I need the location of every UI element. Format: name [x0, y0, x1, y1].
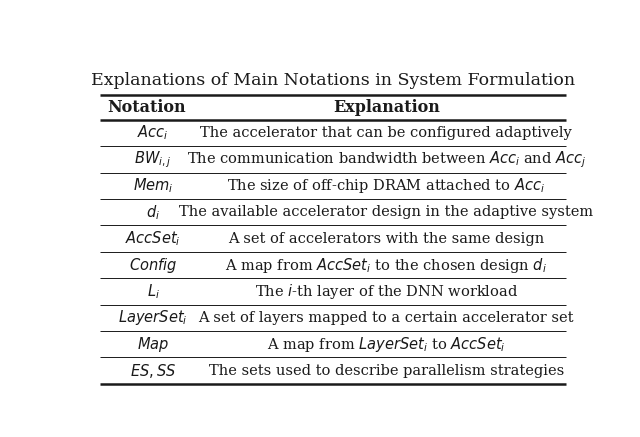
Text: A map from $\mathit{LayerSet}_i$ to $\mathit{AccSet}_i$: A map from $\mathit{LayerSet}_i$ to $\ma… [267, 335, 506, 354]
Text: $\mathit{d}_i$: $\mathit{d}_i$ [146, 203, 160, 222]
Text: Explanations of Main Notations in System Formulation: Explanations of Main Notations in System… [91, 72, 575, 89]
Text: Notation: Notation [108, 99, 186, 116]
Text: The sets used to describe parallelism strategies: The sets used to describe parallelism st… [209, 364, 564, 378]
Text: The communication bandwidth between $\mathit{Acc}_i$ and $\mathit{Acc}_j$: The communication bandwidth between $\ma… [187, 149, 586, 170]
Text: $\mathit{Acc}_i$: $\mathit{Acc}_i$ [138, 124, 169, 142]
Text: A map from $\mathit{AccSet}_i$ to the chosen design $\mathit{d}_i$: A map from $\mathit{AccSet}_i$ to the ch… [225, 256, 547, 274]
Text: $\mathit{ES, SS}$: $\mathit{ES, SS}$ [130, 362, 176, 380]
Text: The accelerator that can be configured adaptively: The accelerator that can be configured a… [200, 126, 572, 140]
Text: A set of layers mapped to a certain accelerator set: A set of layers mapped to a certain acce… [198, 311, 574, 325]
Text: $\mathit{Map}$: $\mathit{Map}$ [137, 335, 169, 354]
Text: A set of accelerators with the same design: A set of accelerators with the same desi… [228, 232, 545, 246]
Text: $\mathit{LayerSet}_i$: $\mathit{LayerSet}_i$ [118, 309, 188, 327]
Text: $\mathit{Config}$: $\mathit{Config}$ [129, 256, 177, 274]
Text: $\mathit{BW}_{i,j}$: $\mathit{BW}_{i,j}$ [134, 149, 172, 170]
Text: The size of off-chip DRAM attached to $\mathit{Acc}_i$: The size of off-chip DRAM attached to $\… [227, 176, 545, 195]
Text: $\mathit{L}_i$: $\mathit{L}_i$ [147, 282, 159, 301]
Text: $\mathit{AccSet}_i$: $\mathit{AccSet}_i$ [125, 229, 181, 248]
Text: Explanation: Explanation [333, 99, 440, 116]
Text: $\mathit{Mem}_i$: $\mathit{Mem}_i$ [133, 177, 173, 195]
Text: The available accelerator design in the adaptive system: The available accelerator design in the … [179, 205, 593, 219]
Text: The $\mathit{i}$-th layer of the DNN workload: The $\mathit{i}$-th layer of the DNN wor… [255, 282, 518, 301]
